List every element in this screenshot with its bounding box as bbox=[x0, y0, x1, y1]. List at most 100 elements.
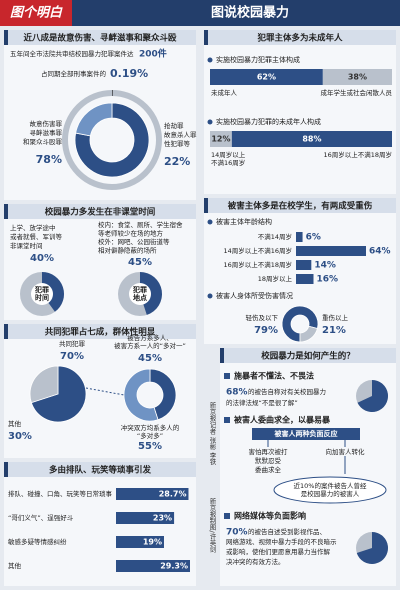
ring-slice bbox=[112, 89, 113, 96]
label: 68% bbox=[226, 388, 248, 398]
panel-title-bar bbox=[4, 204, 196, 219]
label: 被害人委曲求全，以暴易暴 bbox=[234, 415, 331, 425]
label: 占同期全部刑事案件的 bbox=[41, 69, 107, 78]
panel-title-bar bbox=[204, 198, 396, 213]
label: 64% bbox=[369, 247, 391, 257]
label: 成年学生或社会闲散人员 bbox=[321, 88, 393, 97]
label: 网络媒体等负面影响 bbox=[234, 511, 306, 521]
bar bbox=[296, 274, 314, 284]
label: 或者就餐、军训等 bbox=[10, 232, 63, 241]
panel-title: 校园暴力多发生在非课堂时间 bbox=[45, 207, 156, 218]
panel bbox=[204, 30, 396, 194]
label: 害怕再次被打 bbox=[249, 447, 289, 456]
label: 等老师较少在场的地方 bbox=[98, 229, 164, 238]
pie-slice bbox=[123, 368, 159, 422]
label: 非课堂时间 bbox=[10, 241, 43, 250]
panel bbox=[204, 198, 396, 344]
pie-center bbox=[31, 283, 53, 305]
label: 抢劫罪 bbox=[164, 121, 184, 130]
label: 寻衅滋事罪 bbox=[30, 128, 63, 137]
connector bbox=[85, 387, 125, 396]
label: 上学、放学途中 bbox=[10, 223, 56, 232]
bullet bbox=[207, 57, 213, 63]
label: 21% bbox=[322, 325, 346, 336]
label: 78% bbox=[36, 153, 62, 166]
label: 近10%的案件被告人曾经 bbox=[294, 481, 367, 490]
bar bbox=[116, 488, 189, 500]
label: 14周岁以上 bbox=[211, 150, 246, 159]
bullet bbox=[207, 293, 213, 299]
panel-title: 共同犯罪占七成，群体性明显 bbox=[45, 327, 156, 338]
label: 19% bbox=[143, 538, 162, 547]
label: 16周岁以上不满18周岁 bbox=[223, 260, 292, 269]
bar bbox=[296, 246, 366, 256]
logo: 图个明白 bbox=[10, 5, 63, 21]
pie-slice bbox=[149, 368, 177, 421]
label: 的法律法规“不是很了解” bbox=[226, 398, 298, 407]
pie-slice bbox=[140, 272, 162, 315]
label: 22% bbox=[164, 155, 190, 168]
pie-center-label: 地点 bbox=[133, 293, 147, 302]
label: 14% bbox=[314, 261, 336, 271]
stacked-bar bbox=[210, 69, 323, 85]
label: 五年间全市法院共审结校园暴力犯罪案件达 bbox=[10, 49, 134, 58]
label: 12% bbox=[211, 135, 230, 144]
pie-center-label: 犯罪 bbox=[34, 285, 49, 294]
panel-title-bar bbox=[220, 348, 396, 363]
panel-marker bbox=[204, 198, 208, 213]
bullet-square bbox=[224, 513, 230, 519]
label: 70% bbox=[226, 528, 248, 538]
label: 轻伤及以下 bbox=[246, 313, 279, 322]
pie-slice bbox=[75, 102, 113, 137]
label: 45% bbox=[128, 257, 152, 268]
label: 28.7% bbox=[159, 490, 187, 499]
label: 200件 bbox=[139, 48, 167, 60]
header-title: 图说校园暴力 bbox=[211, 5, 289, 21]
label: 被害方系一人的“多对一” bbox=[114, 341, 186, 350]
label: 14周岁以上不满16周岁 bbox=[223, 246, 292, 255]
label: 共同犯罪 bbox=[59, 339, 86, 348]
label: 校内：食堂、厕所、学生宿舍 bbox=[98, 220, 183, 229]
pie-slice bbox=[356, 532, 388, 564]
note-oval bbox=[273, 476, 387, 504]
pie-slice bbox=[29, 365, 59, 404]
label: 施暴者不懂法、不畏法 bbox=[234, 371, 314, 381]
panel-title: 犯罪主体多为未成年人 bbox=[256, 33, 343, 44]
bar bbox=[116, 536, 164, 548]
label: 16% bbox=[317, 275, 339, 285]
pie-slice bbox=[74, 102, 150, 178]
label: 敏感多疑等情感纠纷 bbox=[8, 537, 67, 546]
label: 88% bbox=[302, 135, 321, 144]
flow-box bbox=[252, 428, 360, 440]
label: 相对僻静隐蔽的场所 bbox=[98, 246, 157, 255]
pie-slice bbox=[281, 305, 319, 343]
panel-marker bbox=[4, 30, 8, 45]
bar bbox=[296, 260, 312, 270]
bullet-square bbox=[224, 373, 230, 379]
label: 23% bbox=[153, 514, 172, 523]
label: 29.3% bbox=[160, 562, 188, 571]
panel-title-bar bbox=[204, 30, 396, 45]
panel-marker bbox=[4, 462, 8, 477]
label: 未成年人 bbox=[211, 88, 238, 97]
bar bbox=[116, 512, 175, 524]
label: 故意杀人罪 bbox=[164, 130, 197, 139]
pie-slice bbox=[299, 325, 318, 343]
label: 18周岁以上 bbox=[258, 274, 293, 283]
stacked-bar bbox=[231, 131, 392, 147]
label: 62% bbox=[257, 73, 276, 82]
label: “多对多” bbox=[137, 431, 163, 440]
label: 30% bbox=[8, 431, 32, 442]
label: 其他 bbox=[8, 419, 22, 428]
label: 性犯罪等 bbox=[164, 139, 191, 148]
panel-marker bbox=[4, 324, 8, 339]
panel-marker bbox=[4, 204, 8, 219]
panel-title: 校园暴力是如何产生的？ bbox=[261, 351, 355, 362]
panel-title: 被害主体多是在校学生，有两成受重伤 bbox=[228, 201, 373, 212]
panel-title-bar bbox=[4, 462, 196, 477]
label: 实施校园暴力犯罪的未成年人构成 bbox=[216, 117, 321, 126]
stacked-bar bbox=[322, 69, 392, 85]
label: 55% bbox=[138, 441, 162, 452]
label: 校外：网吧、公园街道等 bbox=[98, 237, 170, 246]
